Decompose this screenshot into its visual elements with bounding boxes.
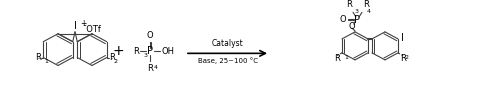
Text: O: O (349, 22, 355, 31)
Text: 3: 3 (144, 53, 148, 58)
Text: ¯OTf: ¯OTf (82, 25, 101, 34)
Text: 4: 4 (154, 64, 158, 70)
Text: 4: 4 (367, 10, 371, 14)
Text: I: I (74, 21, 76, 31)
Text: R: R (363, 0, 369, 10)
Text: P: P (147, 46, 153, 56)
Text: O: O (147, 31, 153, 40)
Text: 2: 2 (114, 59, 118, 64)
Text: R: R (109, 53, 115, 62)
Text: I: I (401, 33, 404, 43)
Text: 1: 1 (45, 59, 49, 64)
Text: R: R (334, 54, 340, 63)
Text: Base, 25~100 °C: Base, 25~100 °C (197, 57, 258, 64)
Text: O: O (340, 15, 346, 24)
Text: OH: OH (161, 47, 174, 56)
Text: +: + (112, 44, 124, 58)
Text: R: R (346, 0, 352, 10)
Text: P: P (354, 15, 360, 25)
Text: R: R (400, 54, 406, 63)
Text: 1: 1 (344, 55, 348, 60)
Text: Catalyst: Catalyst (212, 39, 244, 48)
Text: R: R (147, 64, 153, 73)
Text: 2: 2 (405, 55, 409, 60)
Text: R: R (35, 53, 41, 62)
Text: +: + (80, 19, 86, 28)
Text: R: R (133, 47, 139, 56)
Text: 3: 3 (355, 10, 359, 14)
